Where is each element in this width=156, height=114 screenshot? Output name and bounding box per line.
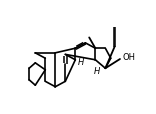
Text: OH: OH — [122, 53, 135, 62]
Text: H: H — [78, 57, 84, 66]
Text: H: H — [94, 66, 100, 75]
